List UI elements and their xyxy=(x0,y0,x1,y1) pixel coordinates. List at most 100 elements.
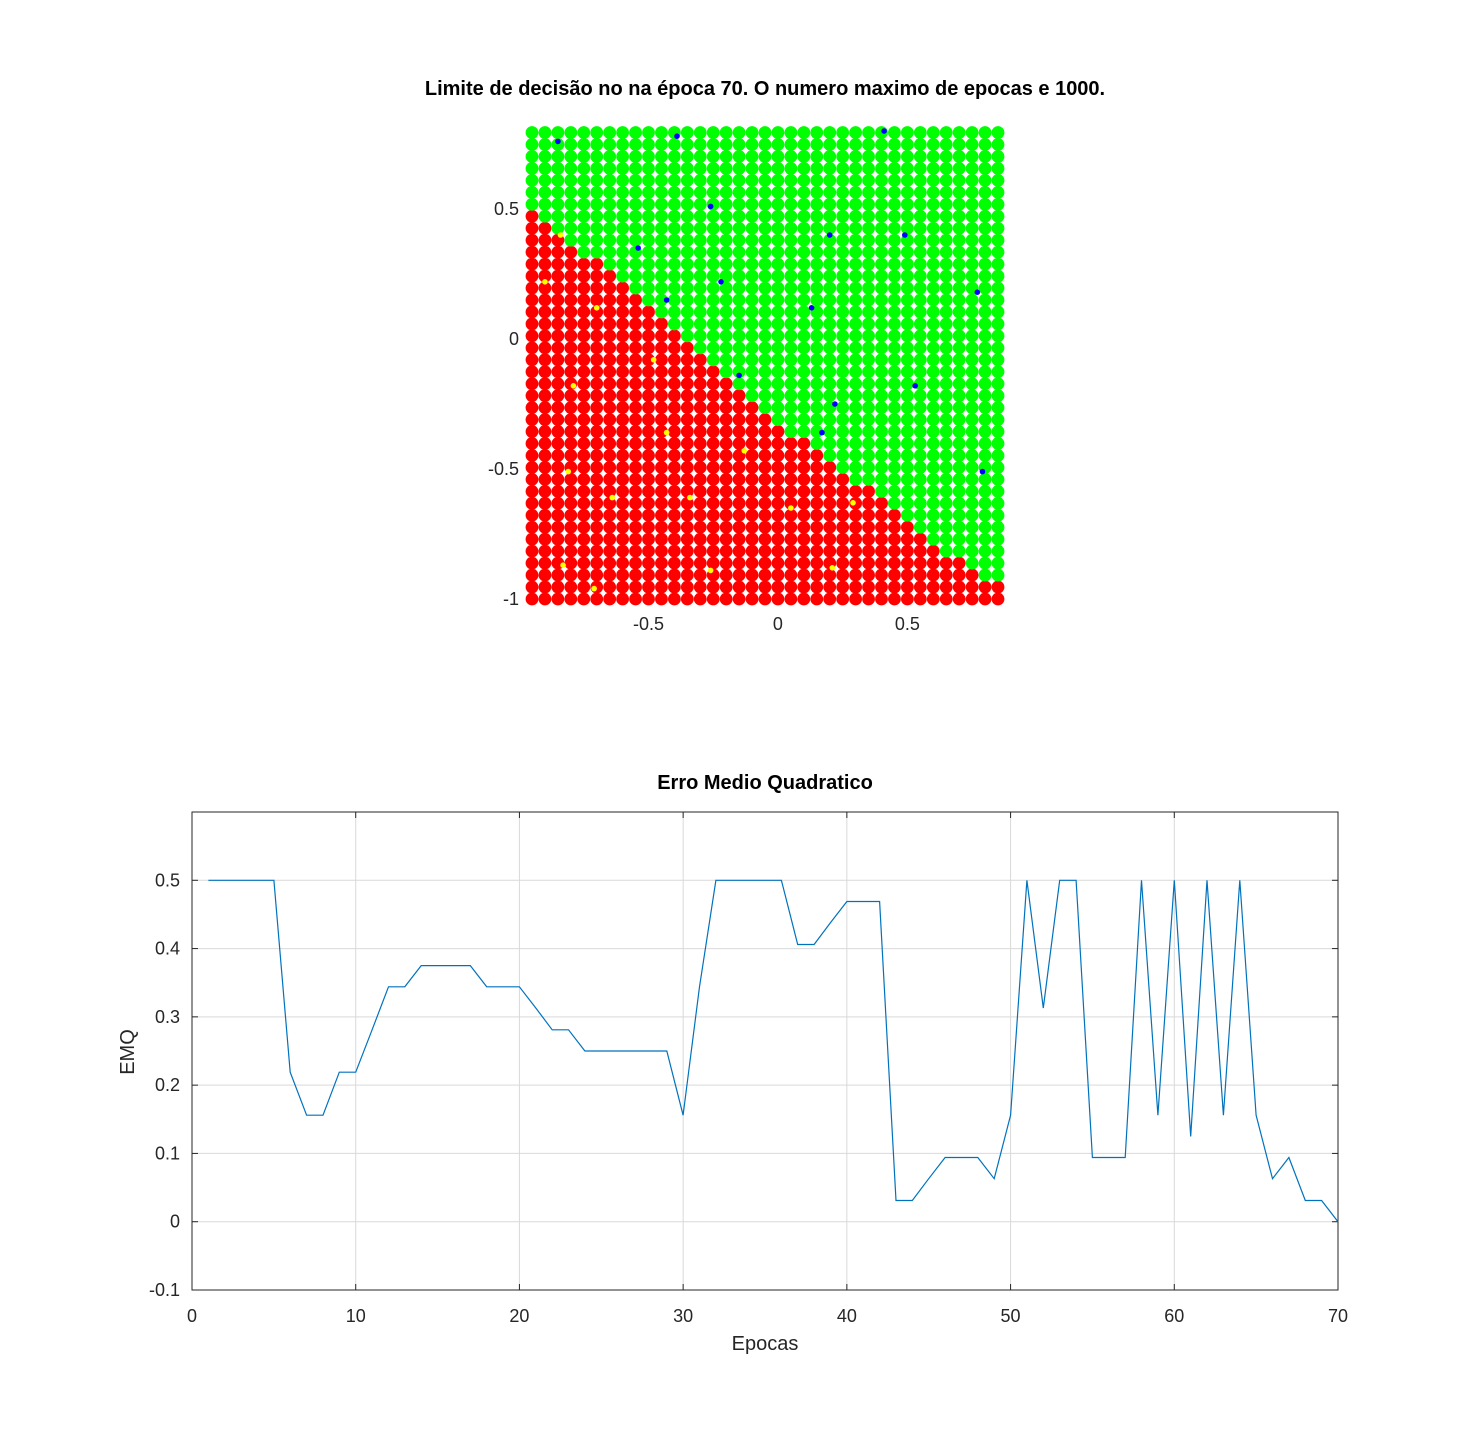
region-cell xyxy=(913,437,927,450)
region-cell xyxy=(693,329,707,343)
region-cell xyxy=(862,197,875,211)
region-cell xyxy=(758,425,772,438)
region-cell xyxy=(926,365,940,379)
region-cell xyxy=(616,365,630,379)
region-cell xyxy=(603,520,617,534)
region-cell xyxy=(900,365,914,379)
region-cell xyxy=(991,425,1005,438)
region-cell xyxy=(926,150,940,163)
region-cell xyxy=(913,126,927,139)
region-cell xyxy=(538,449,552,462)
region-cell xyxy=(577,221,591,235)
region-cell xyxy=(875,150,888,163)
bottom-tick-marks xyxy=(191,812,1339,1291)
region-cell xyxy=(913,496,927,510)
region-cell xyxy=(810,329,824,343)
region-cell xyxy=(732,329,746,343)
region-cell xyxy=(732,508,746,522)
region-cell xyxy=(745,401,759,415)
region-cell xyxy=(642,209,655,223)
region-cell xyxy=(590,592,604,606)
region-cell xyxy=(797,281,811,295)
region-cell xyxy=(706,329,720,343)
region-cell xyxy=(797,484,811,498)
region-cell xyxy=(706,353,720,367)
region-cell xyxy=(991,257,1005,271)
region-cell xyxy=(616,389,630,403)
region-cell xyxy=(810,126,824,139)
region-cell xyxy=(655,162,668,175)
region-cell xyxy=(836,221,850,235)
region-cell xyxy=(693,473,707,486)
region-cell xyxy=(551,150,565,163)
region-cell xyxy=(655,556,668,570)
region-cell xyxy=(771,245,785,259)
region-cell xyxy=(603,508,617,522)
region-cell xyxy=(693,568,707,582)
region-cell xyxy=(603,353,617,367)
region-cell xyxy=(590,269,604,283)
region-cell xyxy=(616,425,630,438)
region-cell xyxy=(667,365,681,379)
region-cell xyxy=(706,221,720,235)
region-cell xyxy=(590,353,604,367)
region-cell xyxy=(965,317,979,331)
region-cell xyxy=(564,209,578,223)
bottom-y-tick-label: 0.1 xyxy=(155,1143,180,1163)
region-cell xyxy=(706,365,720,379)
region-cell xyxy=(784,425,798,438)
region-cell xyxy=(952,281,966,295)
region-cell xyxy=(965,126,979,139)
region-cell xyxy=(629,365,642,379)
region-cell xyxy=(823,389,837,403)
region-cell xyxy=(577,484,591,498)
region-cell xyxy=(978,293,992,307)
region-cell xyxy=(939,556,953,570)
region-cell xyxy=(900,162,914,175)
region-cell xyxy=(797,293,811,307)
top-y-tick-label: -0.5 xyxy=(488,459,519,479)
region-cell xyxy=(758,341,772,355)
region-cell xyxy=(538,425,552,438)
region-cell xyxy=(862,556,875,570)
region-cell xyxy=(745,377,759,391)
region-cell xyxy=(797,174,811,187)
top-y-tick-labels: -1-0.500.5 xyxy=(488,199,519,609)
region-cell xyxy=(551,209,565,223)
region-cell xyxy=(616,532,630,546)
region-cell xyxy=(849,377,863,391)
region-cell xyxy=(616,353,630,367)
region-cell xyxy=(706,233,720,247)
region-cell xyxy=(538,496,552,510)
region-cell xyxy=(590,138,604,151)
region-cell xyxy=(538,126,552,139)
region-cell xyxy=(939,520,953,534)
region-cell xyxy=(758,413,772,426)
region-cell xyxy=(926,341,940,355)
region-cell xyxy=(564,126,578,139)
region-cell xyxy=(978,209,992,223)
region-cell xyxy=(590,174,604,187)
region-cell xyxy=(913,174,927,187)
region-cell xyxy=(836,401,850,415)
region-cell xyxy=(810,209,824,223)
region-cell xyxy=(991,592,1005,606)
region-cell xyxy=(823,353,837,367)
region-cell xyxy=(577,174,591,187)
region-cell xyxy=(590,401,604,415)
region-cell xyxy=(629,209,642,223)
bottom-x-tick-label: 40 xyxy=(837,1306,857,1326)
region-cell xyxy=(875,461,888,474)
region-cell xyxy=(849,532,863,546)
region-cell xyxy=(538,138,552,151)
bottom-x-tick-label: 50 xyxy=(1001,1306,1021,1326)
region-cell xyxy=(629,401,642,415)
training-point-class-b xyxy=(635,245,641,251)
region-cell xyxy=(991,209,1005,223)
region-cell xyxy=(849,126,863,139)
region-cell xyxy=(538,269,552,283)
region-cell xyxy=(965,377,979,391)
region-cell xyxy=(603,221,617,235)
training-points xyxy=(542,128,986,592)
region-cell xyxy=(719,389,733,403)
